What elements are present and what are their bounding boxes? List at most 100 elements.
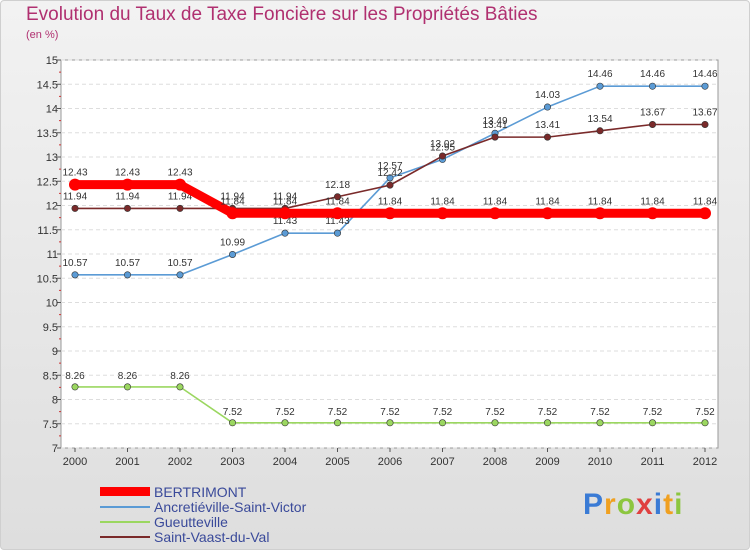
data-point [331, 207, 344, 220]
x-tick-label: 2006 [378, 456, 402, 468]
data-point [121, 178, 134, 191]
data-point [648, 419, 656, 427]
legend-item: BERTRIMONT [100, 483, 306, 500]
data-label: 7.52 [485, 407, 505, 418]
x-tick-label: 2007 [430, 456, 454, 468]
data-label: 11.84 [535, 196, 560, 207]
y-tick-label: 14 [46, 104, 58, 116]
data-label: 7.52 [380, 407, 400, 418]
data-point [596, 127, 604, 135]
data-point [438, 152, 446, 160]
data-label: 7.52 [223, 407, 243, 418]
x-tick-label: 2009 [535, 456, 559, 468]
data-point [543, 103, 551, 111]
data-label: 7.52 [538, 407, 558, 418]
data-label: 11.94 [220, 191, 245, 202]
data-point [71, 204, 79, 212]
data-label: 11.84 [693, 196, 718, 207]
data-point [333, 193, 341, 201]
logo-letter: i [653, 488, 664, 521]
data-point [701, 121, 709, 129]
x-tick-label: 2003 [220, 456, 244, 468]
x-tick-label: 2008 [483, 456, 507, 468]
legend-item: Gueutteville [100, 514, 306, 530]
data-label: 13.41 [482, 120, 507, 131]
data-point [489, 207, 501, 220]
y-tick-label: 14.5 [37, 79, 58, 91]
chart-subtitle: (en %) [26, 29, 59, 41]
data-point [226, 207, 239, 220]
data-label: 12.18 [325, 180, 350, 191]
data-label: 11.84 [325, 196, 350, 207]
data-label: 12.43 [62, 168, 87, 179]
data-label: 11.43 [273, 216, 298, 227]
legend-swatch-bertrimont [100, 487, 150, 496]
data-label: 11.84 [273, 196, 298, 207]
data-label: 8.26 [118, 371, 138, 382]
data-label: 11.84 [220, 196, 245, 207]
data-label: 11.84 [588, 196, 613, 207]
data-point [594, 207, 606, 220]
x-tick-label: 2010 [588, 456, 612, 468]
data-label: 7.52 [433, 407, 453, 418]
x-tick-label: 2002 [168, 456, 192, 468]
data-label: 13.67 [692, 108, 717, 119]
y-tick-label: 7.5 [43, 419, 58, 431]
logo-letter: P [583, 488, 605, 521]
data-point [436, 207, 449, 220]
x-tick-label: 2004 [273, 456, 297, 468]
y-tick-label: 15 [46, 55, 58, 67]
data-label: 10.57 [167, 258, 192, 269]
data-label: 7.52 [590, 407, 610, 418]
data-point [386, 174, 394, 182]
legend-label: Saint-Vaast-du-Val [154, 528, 270, 545]
data-label: 13.49 [482, 116, 507, 127]
data-point [124, 271, 132, 279]
data-label: 11.84 [483, 196, 508, 207]
data-point [596, 82, 604, 90]
data-point [71, 271, 79, 279]
data-label: 13.02 [430, 139, 455, 150]
data-point [281, 229, 289, 237]
data-label: 7.52 [695, 407, 715, 418]
data-point [596, 419, 604, 427]
data-label: 10.99 [220, 237, 245, 248]
logo-letter: x [636, 488, 654, 521]
data-point [229, 250, 237, 258]
data-point [174, 178, 186, 191]
data-point [491, 133, 499, 141]
data-label: 11.43 [325, 216, 350, 227]
x-tick-label: 2011 [641, 456, 665, 468]
data-point [701, 82, 709, 90]
x-tick-label: 2001 [115, 456, 139, 468]
data-point [176, 271, 184, 279]
y-tick-label: 9.5 [43, 322, 58, 334]
data-point [71, 383, 79, 391]
data-point [69, 178, 81, 191]
y-tick-label: 11 [47, 249, 58, 261]
proxiti-logo: Proxiti [583, 488, 683, 522]
data-point [701, 419, 709, 427]
logo-letter: o [616, 488, 637, 521]
legend: BERTRIMONT Ancretiéville-Saint-Victor Gu… [100, 483, 306, 545]
y-tick-label: 8 [52, 395, 58, 407]
x-tick-label: 2005 [325, 456, 349, 468]
data-point [438, 419, 446, 427]
x-tick-label: 2000 [63, 456, 87, 468]
logo-letter: t [663, 488, 675, 521]
data-label: 11.94 [115, 191, 140, 202]
data-label: 10.57 [62, 258, 87, 269]
data-label: 14.46 [640, 69, 665, 80]
data-point [229, 419, 237, 427]
legend-swatch-ancretieville [100, 505, 150, 508]
data-point [176, 204, 184, 212]
data-point [543, 133, 551, 141]
data-point [699, 207, 711, 220]
legend-label: BERTRIMONT [154, 483, 247, 500]
y-tick-label: 8.5 [43, 370, 58, 382]
data-point [648, 82, 656, 90]
data-label: 11.84 [430, 196, 455, 207]
data-point [333, 419, 341, 427]
y-tick-label: 11.5 [37, 225, 58, 237]
data-point [384, 207, 396, 220]
